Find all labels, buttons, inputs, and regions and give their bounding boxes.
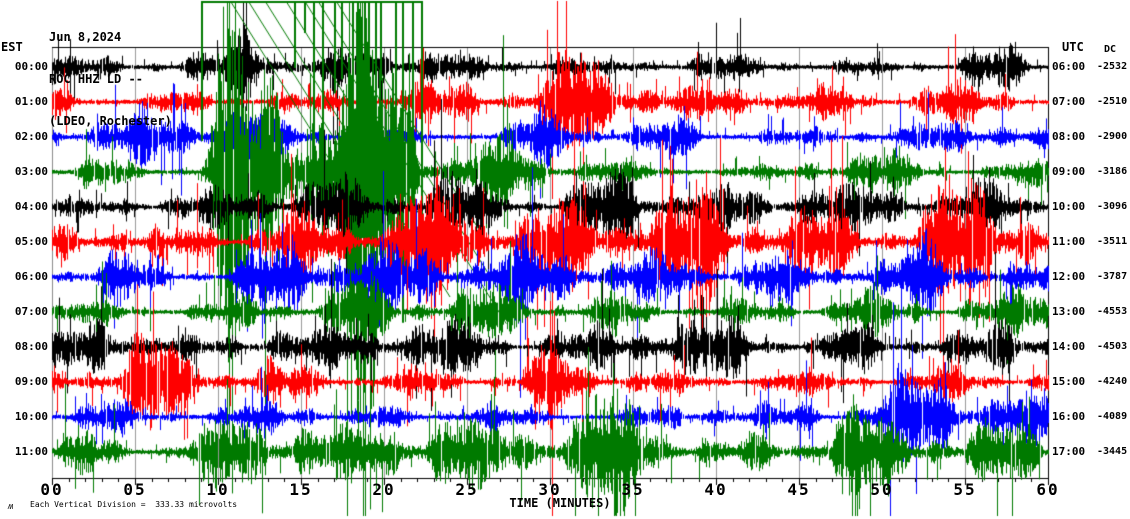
- x-tick-label: 10: [206, 480, 230, 499]
- est-time-label: 07:00: [14, 305, 48, 318]
- utc-time-label: 07:00: [1052, 95, 1086, 108]
- x-tick-label: 35: [621, 480, 645, 499]
- x-tick-label: 60: [1036, 480, 1060, 499]
- x-tick-label: 55: [953, 480, 977, 499]
- est-time-label: 00:00: [14, 60, 48, 73]
- dc-offset-value: -3096: [1097, 201, 1128, 212]
- dc-offset-value: -3445: [1097, 446, 1128, 457]
- x-tick-label: 40: [704, 480, 728, 499]
- dc-offset-value: -2510: [1097, 96, 1128, 107]
- dc-offset-value: -4240: [1097, 376, 1128, 387]
- utc-time-label: 11:00: [1052, 235, 1086, 248]
- dc-offset-value: -4503: [1097, 341, 1128, 352]
- utc-time-label: 15:00: [1052, 375, 1086, 388]
- dc-offset-value: -3186: [1097, 166, 1128, 177]
- x-tick-label: 30: [538, 480, 562, 499]
- dc-column-header: DC: [1104, 44, 1117, 55]
- network-label: (LDEO, Rochester): [49, 114, 172, 128]
- x-tick-label: 45: [787, 480, 811, 499]
- est-time-label: 06:00: [14, 270, 48, 283]
- est-time-label: 03:00: [14, 165, 48, 178]
- scale-caption: Each Vertical Division = 333.33 microvol…: [30, 500, 238, 509]
- dc-offset-value: -3787: [1097, 271, 1128, 282]
- x-tick-label: 50: [870, 480, 894, 499]
- x-tick-label: 05: [123, 480, 147, 499]
- dc-offset-value: -3511: [1097, 236, 1128, 247]
- date-label: Jun 8,2024: [49, 30, 122, 44]
- est-time-label: 01:00: [14, 95, 48, 108]
- x-tick-label: 25: [455, 480, 479, 499]
- station-label: ROC HHZ LD --: [49, 72, 143, 86]
- est-time-label: 05:00: [14, 235, 48, 248]
- est-time-label: 02:00: [14, 130, 48, 143]
- logo-glyph: ʍ: [8, 502, 14, 512]
- est-time-label: 09:00: [14, 375, 48, 388]
- x-tick-label: 20: [372, 480, 396, 499]
- x-tick-label: 15: [289, 480, 313, 499]
- utc-time-label: 08:00: [1052, 130, 1086, 143]
- est-time-label: 10:00: [14, 410, 48, 423]
- utc-time-label: 09:00: [1052, 165, 1086, 178]
- x-tick-label: 00: [40, 480, 64, 499]
- utc-time-label: 17:00: [1052, 445, 1086, 458]
- utc-time-label: 10:00: [1052, 200, 1086, 213]
- utc-time-label: 13:00: [1052, 305, 1086, 318]
- est-time-label: 08:00: [14, 340, 48, 353]
- utc-time-label: 16:00: [1052, 410, 1086, 423]
- dc-offset-value: -2532: [1097, 61, 1128, 72]
- est-time-label: 04:00: [14, 200, 48, 213]
- dc-offset-value: -2900: [1097, 131, 1128, 142]
- title-block: Jun 8,2024 ROC HHZ LD -- (LDEO, Rocheste…: [49, 2, 172, 156]
- est-time-label: 11:00: [14, 445, 48, 458]
- dc-offset-value: -4089: [1097, 411, 1128, 422]
- utc-time-label: 14:00: [1052, 340, 1086, 353]
- utc-axis-header: UTC: [1062, 40, 1084, 54]
- utc-time-label: 06:00: [1052, 60, 1086, 73]
- utc-time-label: 12:00: [1052, 270, 1086, 283]
- dc-offset-value: -4553: [1097, 306, 1128, 317]
- est-axis-header: EST: [1, 40, 23, 54]
- x-axis-title: TIME (MINUTES): [509, 496, 611, 510]
